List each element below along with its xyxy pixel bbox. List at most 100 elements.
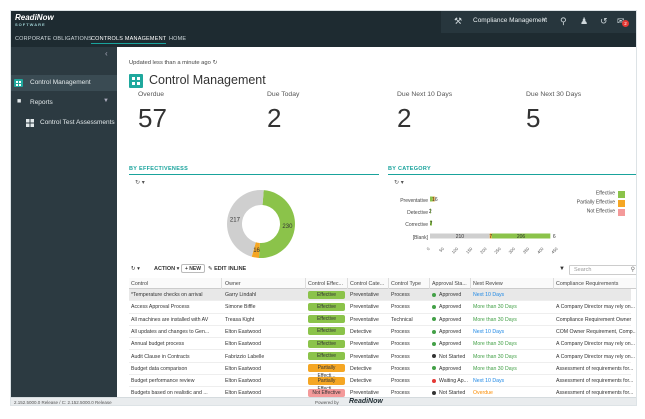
cell-approval: Approved xyxy=(432,304,472,310)
refresh-icon[interactable]: ↻ ▾ xyxy=(394,180,404,186)
table-row[interactable]: Access Approval Process Simone Biffle Effe… xyxy=(129,301,635,314)
kpi-next-30-value[interactable]: 5 xyxy=(526,103,541,133)
sidebar-item-control-test-assessments[interactable]: Control Test Assessments xyxy=(11,115,117,131)
sidebar-item-reports[interactable]: ■ Reports ▼ xyxy=(11,95,117,111)
filter-icon[interactable]: ▼ xyxy=(559,266,565,272)
legend-swatch xyxy=(618,209,625,216)
cell-compliance-requirements: A Company Director may rely on... xyxy=(556,353,635,360)
column-header-compliance-requirements[interactable]: Compliance Requirements xyxy=(556,281,619,287)
donut-slice-partially-effective[interactable] xyxy=(251,242,260,258)
chevron-down-icon[interactable]: ▼ xyxy=(103,98,109,104)
table-row[interactable]: All machines are installed with AV Treasa… xyxy=(129,314,631,326)
cell-compliance-requirements: A Company Director may rely on... xyxy=(556,341,635,348)
kpi-overdue-label: Overdue xyxy=(138,91,165,98)
kpi-due-today-label: Due Today xyxy=(267,91,300,98)
x-axis-tick-label: 300 xyxy=(508,246,517,255)
column-divider[interactable] xyxy=(305,278,306,289)
table-row[interactable]: Audit Clause in Contracts Fabrizzio Label… xyxy=(129,351,635,363)
x-axis-tick-label: 200 xyxy=(479,246,488,255)
column-divider[interactable] xyxy=(347,278,348,289)
column-header-next-review[interactable]: Next Review xyxy=(473,281,503,287)
cell-compliance-requirements: Assessment of requirements for... xyxy=(556,378,634,385)
kpi-next-10-value[interactable]: 2 xyxy=(397,103,412,133)
cell-type: Process xyxy=(391,304,410,311)
refresh-icon[interactable]: ↻ ▾ xyxy=(135,180,145,186)
cell-next-review: Next 10 Days xyxy=(473,378,505,385)
table-row[interactable]: *Temperature checks on arrival Garry Lind… xyxy=(129,289,631,302)
collapse-sidebar-icon[interactable]: ‹ xyxy=(105,49,108,58)
bar-segment[interactable] xyxy=(491,233,551,239)
history-icon[interactable]: ↺ xyxy=(600,16,608,26)
column-divider[interactable] xyxy=(470,278,471,289)
status-dot-icon xyxy=(432,341,436,346)
column-divider[interactable] xyxy=(553,278,554,289)
notifications-icon[interactable]: ✉ xyxy=(617,16,625,26)
donut-slice-not-effective[interactable] xyxy=(227,190,264,257)
app-title[interactable]: Compliance Management xyxy=(473,17,548,24)
column-header-owner[interactable]: Owner xyxy=(225,281,241,287)
bar-segment[interactable] xyxy=(489,233,492,239)
new-button[interactable]: + NEW xyxy=(181,264,205,273)
kpi-due-today-value[interactable]: 2 xyxy=(267,103,282,133)
cell-category: Detective xyxy=(350,378,372,385)
status-dot-icon xyxy=(432,317,436,322)
x-axis-tick-label: 400 xyxy=(536,246,545,255)
donut-data-label: 217 xyxy=(230,217,241,223)
table-row[interactable]: Budget performance review Elton Eastwood P… xyxy=(129,375,633,392)
bar-segment[interactable] xyxy=(430,220,432,226)
cell-type: Process xyxy=(391,292,410,298)
chevron-down-icon[interactable]: ˅ xyxy=(542,17,547,24)
cell-control: Budget data comparison xyxy=(131,365,188,372)
column-header-category[interactable]: Control Cate... xyxy=(350,281,385,287)
grid-icon xyxy=(26,119,34,127)
cell-owner: Simone Biffle xyxy=(225,304,256,311)
search-icon[interactable]: ⚲ xyxy=(630,267,635,273)
cell-next-review: More than 30 Days xyxy=(473,316,517,323)
column-divider[interactable] xyxy=(388,278,389,289)
kpi-next-30-label: Due Next 30 Days xyxy=(526,91,582,98)
bar-segment[interactable] xyxy=(432,196,435,202)
tools-icon[interactable]: ⚒ xyxy=(454,16,463,26)
bar-segment[interactable] xyxy=(434,196,436,202)
top-bar: ReadiNow SOFTWARE ⚒ Compliance Management… xyxy=(11,11,636,33)
action-menu[interactable]: ACTION ▾ xyxy=(154,266,180,272)
table-row[interactable]: Budget data comparison Elton Eastwood Part… xyxy=(129,363,633,379)
refresh-icon[interactable]: ↻ xyxy=(212,60,218,66)
brand-logo[interactable]: ReadiNow SOFTWARE xyxy=(15,13,54,28)
legend-label: Not Effective xyxy=(587,209,615,215)
edit-inline-button[interactable]: ✎ EDIT INLINE xyxy=(208,266,247,272)
column-divider[interactable] xyxy=(221,278,222,289)
kpi-overdue-value[interactable]: 57 xyxy=(138,103,167,133)
legend-label: Effective xyxy=(596,191,615,197)
cell-control: Annual budget process xyxy=(131,341,185,348)
bar-segment[interactable] xyxy=(430,208,431,214)
column-header-control[interactable]: Control xyxy=(131,281,149,287)
bar-segment[interactable] xyxy=(430,196,433,202)
bar-segment[interactable] xyxy=(430,233,490,239)
column-header-type[interactable]: Control Type xyxy=(391,281,421,287)
sidebar-item-control-management[interactable]: Control Management xyxy=(11,75,117,91)
tab-home[interactable]: HOME xyxy=(169,36,187,42)
column-header-effectiveness[interactable]: Control Effec... xyxy=(308,281,343,287)
main-nav: CORPORATE OBLIGATIONS CONTROLS MANAGEMEN… xyxy=(11,33,636,47)
powered-by-label: Powered by xyxy=(315,400,339,405)
search-input[interactable]: Search ⚲ xyxy=(569,265,636,275)
column-divider[interactable] xyxy=(429,278,430,289)
search-icon[interactable]: ⚲ xyxy=(560,16,567,26)
refresh-icon[interactable]: ↻ ▾ xyxy=(131,266,140,272)
donut-slice-effective[interactable] xyxy=(258,190,295,258)
table-row[interactable]: All updates and changes to Gen... Elton E… xyxy=(129,326,636,339)
table-row[interactable]: Budgets based on realistic and ... Elton … xyxy=(129,387,633,397)
last-updated: Updated less than a minute ago ↻ xyxy=(129,60,218,66)
column-header-approval[interactable]: Approval Sta... xyxy=(432,281,467,287)
table-row[interactable]: Annual budget process Elton Eastwood Effec… xyxy=(129,338,635,351)
cell-type: Process xyxy=(391,390,410,397)
cell-control: All machines are installed with AV xyxy=(131,316,209,323)
user-icon[interactable]: ♟ xyxy=(580,16,589,26)
cell-compliance-requirements: COM Owner Requirement, Comp... xyxy=(556,328,636,335)
tab-controls-management[interactable]: CONTROLS MANAGEMENT xyxy=(91,36,167,44)
tab-corporate-obligations[interactable]: CORPORATE OBLIGATIONS xyxy=(15,36,93,42)
sidebar-item-label: Control Test Assessments xyxy=(40,119,115,126)
controls-table: Control Owner Control Effec... Control C… xyxy=(129,278,636,397)
cell-control: *Temperature checks on arrival xyxy=(131,292,203,298)
